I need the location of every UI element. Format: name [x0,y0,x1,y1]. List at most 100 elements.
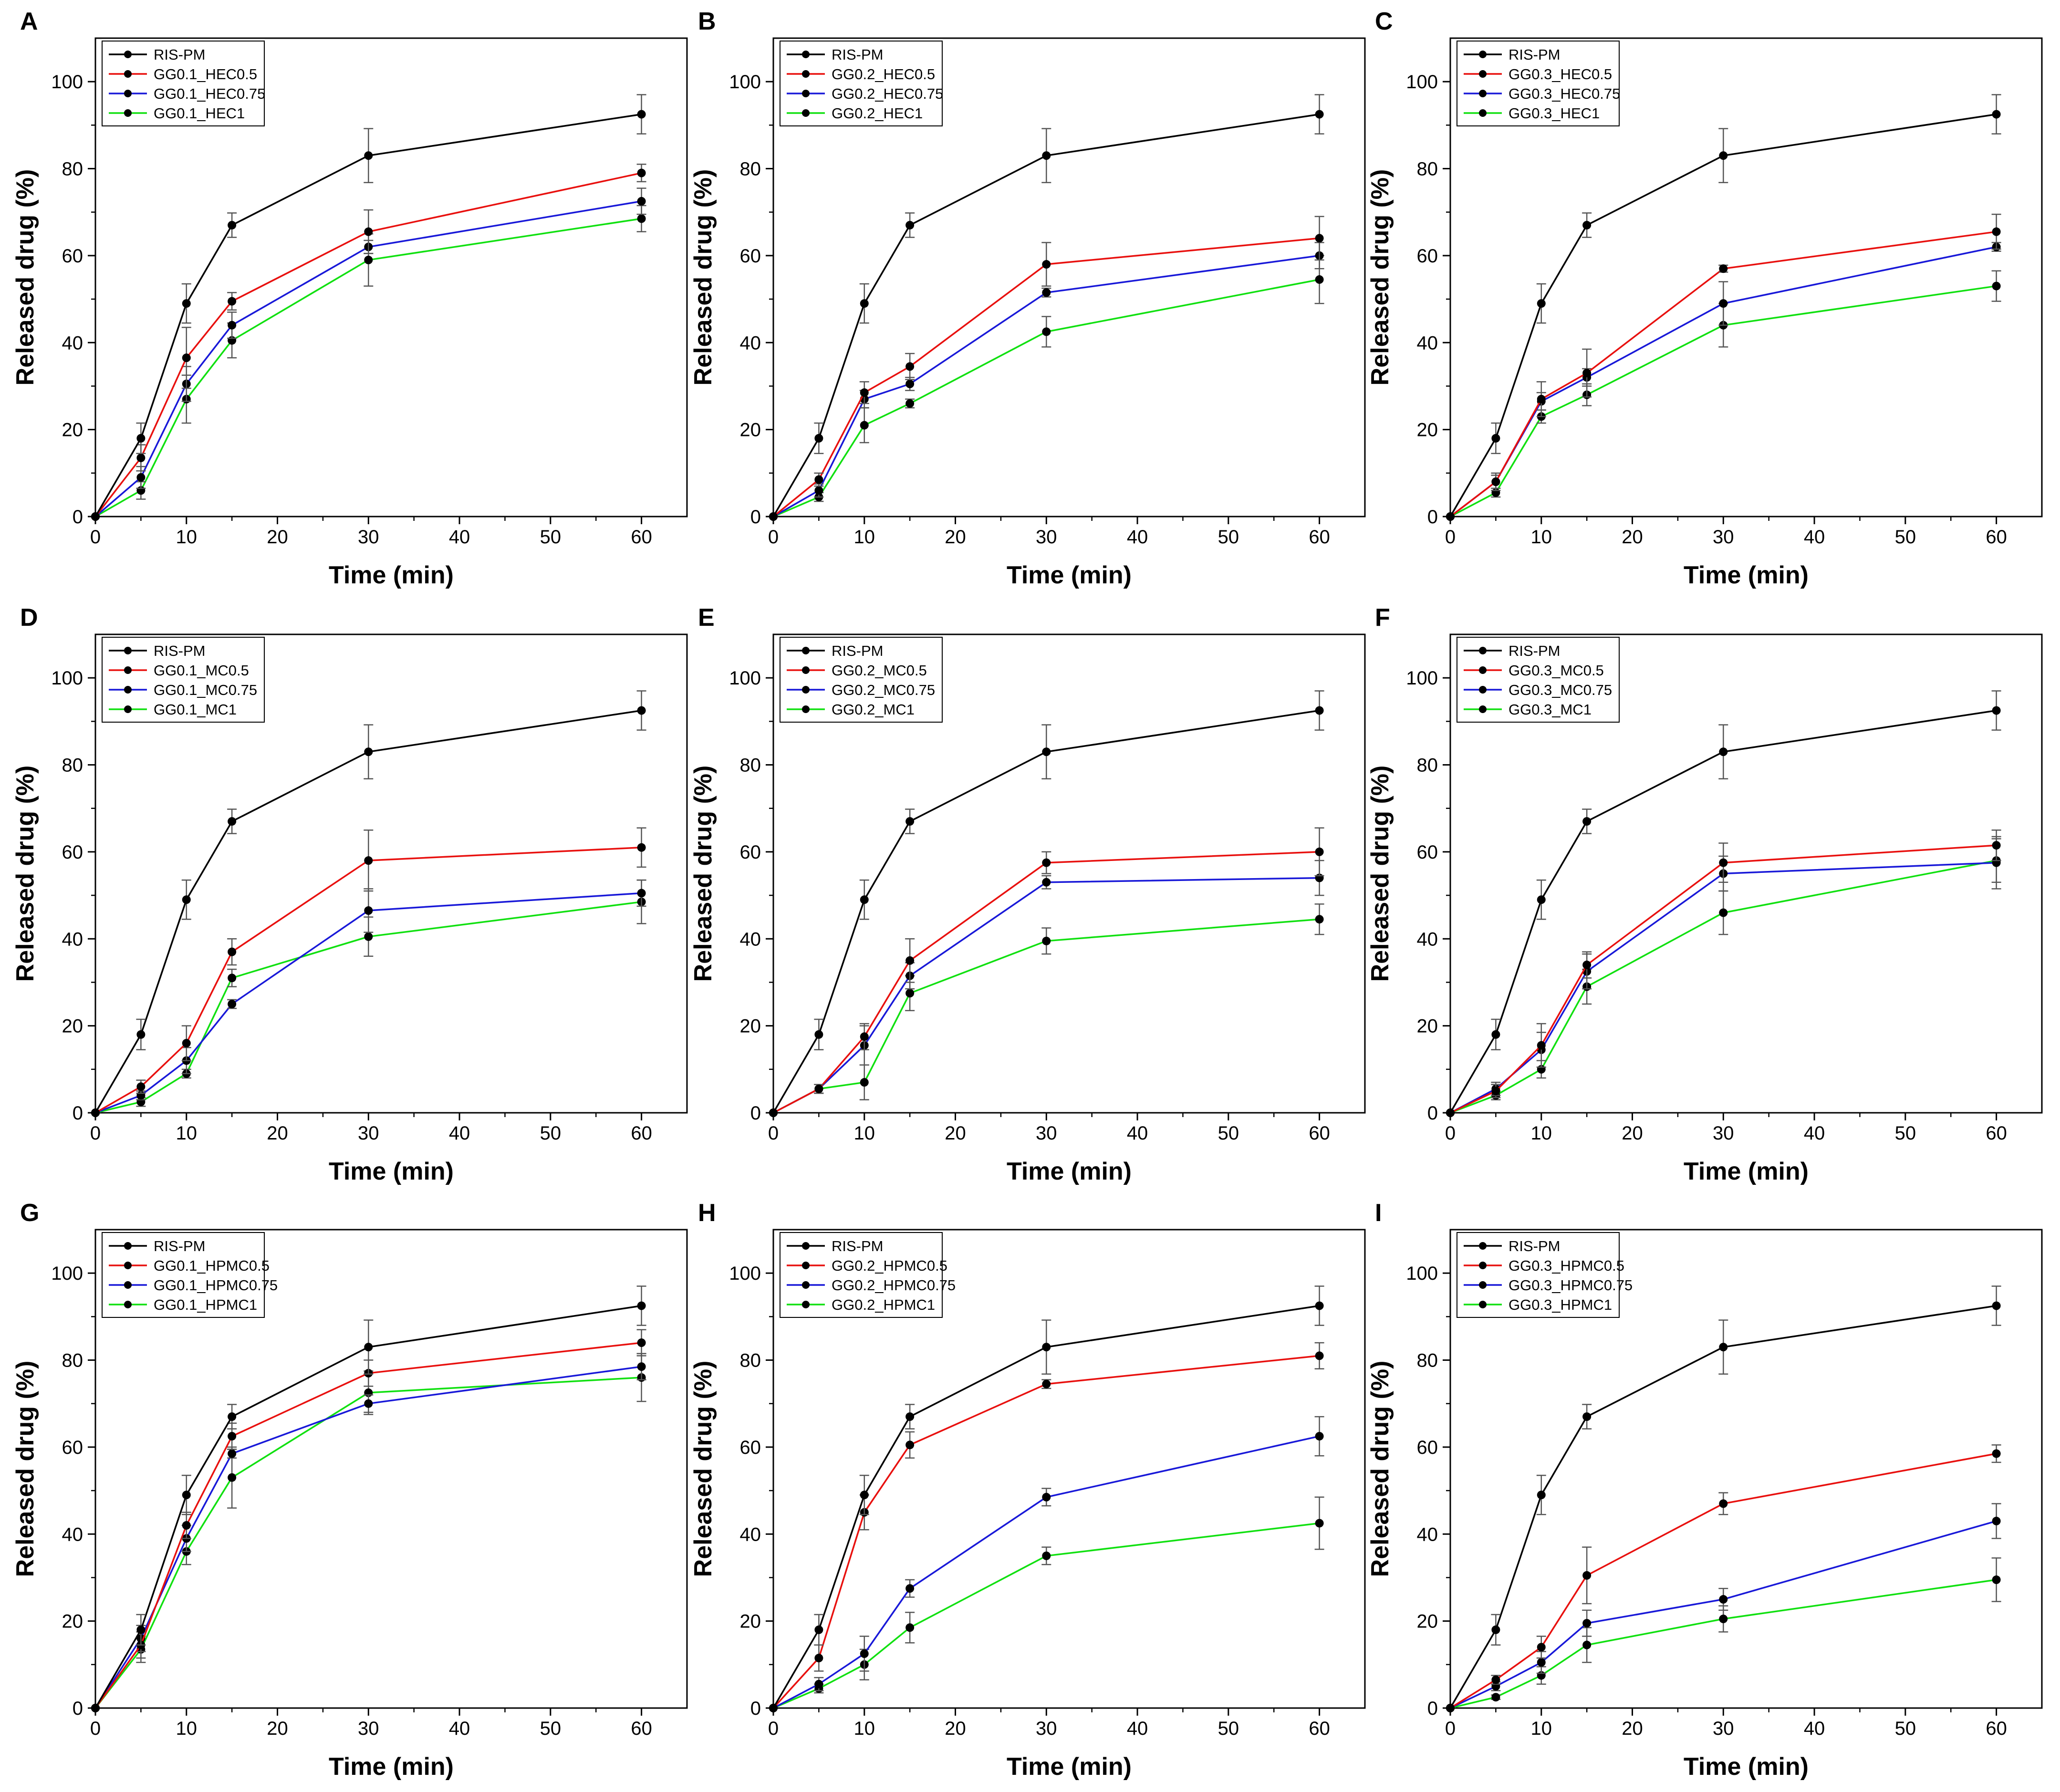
y-tick-label: 100 [729,1263,761,1284]
data-point [637,1338,646,1347]
data-point [364,256,373,265]
data-point [1582,1571,1592,1580]
data-point [1719,747,1728,756]
y-tick-label: 0 [73,1103,83,1124]
data-point [1719,299,1728,308]
chart-panel-f: 0 10 20 30 40 50 60 0 20 40 60 80 100 Time (min) Relea… [1366,604,2043,1185]
y-tick-label: 40 [740,332,761,353]
x-tick-label: 40 [1127,1123,1148,1144]
legend: RIS-PM GG0.1_MC0.5 GG0.1_MC0.75 GG0.1_MC1 [102,637,265,723]
y-tick-label: 80 [740,755,761,776]
y-tick-label: 100 [729,668,761,689]
legend-label: GG0.1_HEC0.75 [154,85,265,102]
data-point [182,353,191,363]
series-gg0-2-hec0-5 [769,216,1324,521]
y-tick-label: 80 [740,1350,761,1371]
x-tick-label: 10 [854,527,875,548]
data-point [905,1440,915,1450]
x-tick-label: 60 [631,527,652,548]
data-point [136,1030,146,1039]
data-point [1582,1412,1592,1421]
y-tick-label: 60 [740,1437,761,1458]
data-point [228,297,237,306]
legend-swatch-marker [802,1301,810,1308]
data-point [637,214,646,223]
data-point [860,1032,869,1041]
legend-label: GG0.2_MC0.75 [832,682,935,698]
data-point [1042,878,1051,887]
legend-swatch-marker [1479,1281,1487,1289]
data-point [1491,1087,1500,1096]
legend-label: RIS-PM [832,642,884,659]
legend-label: GG0.1_MC0.5 [154,662,249,679]
y-axis-title: Released drug (%) [11,766,39,982]
data-point [1042,1343,1051,1352]
y-tick-label: 60 [1417,842,1438,863]
data-point [814,1084,823,1093]
x-tick-label: 20 [945,1123,966,1144]
data-point [1042,151,1051,160]
x-axis-title: Time (min) [1007,1753,1132,1781]
legend: RIS-PM GG0.1_HPMC0.5 GG0.1_HPMC0.75 GG0.1_H… [102,1232,278,1318]
y-tick-label: 40 [1417,332,1438,353]
legend-swatch-marker [124,1301,132,1308]
series-line [1450,861,1997,1114]
data-point [1992,227,2001,236]
x-tick-label: 10 [176,1123,198,1144]
data-point [1491,1693,1500,1702]
data-point [1491,1675,1500,1684]
x-tick-label: 50 [540,527,562,548]
legend-swatch-marker [802,1262,810,1269]
data-point [228,947,237,956]
data-point [364,227,373,236]
data-point [769,512,778,521]
plot-frame [1449,37,2043,518]
y-tick-label: 0 [1427,507,1438,528]
y-axis-title: Released drug (%) [11,169,39,386]
data-point [905,989,915,998]
series-gg0-3-hec0-75 [1446,242,2001,521]
series-gg0-2-hec0-75 [769,242,1324,521]
data-point [1042,1551,1051,1560]
series-ris-pm [769,1285,1324,1712]
legend: RIS-PM GG0.3_MC0.5 GG0.3_MC0.75 GG0.3_MC1 [1457,637,1620,723]
data-point [1719,1615,1728,1624]
legend-swatch-marker [124,666,132,674]
data-point [814,434,823,443]
legend-swatch-marker [124,1262,132,1269]
series-line [772,1305,1320,1709]
data-point [1315,275,1324,284]
y-tick-label: 60 [62,246,83,267]
data-point [905,399,915,408]
x-tick-label: 60 [631,1718,652,1739]
data-point [1315,915,1324,924]
panel-letter: H [698,1199,716,1227]
legend-label: GG0.3_HPMC1 [1509,1296,1612,1313]
series-line [94,1305,642,1709]
legend-swatch-marker [124,1242,132,1250]
x-axis-title: Time (min) [1684,1158,1809,1185]
data-point [1582,221,1592,230]
data-point [905,1584,915,1593]
legend-swatch-marker [1479,1242,1487,1250]
legend-swatch-marker [802,1281,810,1289]
x-tick-label: 20 [1622,527,1643,548]
legend-swatch-marker [124,1281,132,1289]
x-tick-label: 0 [90,527,101,548]
y-tick-label: 80 [62,1350,83,1371]
data-point [814,475,823,484]
data-point [905,1412,915,1421]
x-axis-title: Time (min) [1007,1158,1132,1185]
legend-swatch-marker [802,705,810,713]
x-tick-label: 0 [1445,1123,1456,1144]
legend-label: GG0.1_HEC1 [154,105,245,122]
data-point [905,956,915,965]
legend-label: GG0.3_MC0.75 [1509,682,1612,698]
legend-swatch-marker [1479,705,1487,713]
data-point [637,706,646,715]
x-tick-label: 50 [540,1123,562,1144]
x-tick-label: 60 [1309,1718,1330,1739]
x-axis-title: Time (min) [329,561,454,589]
data-point [182,1039,191,1048]
data-point [1315,847,1324,856]
